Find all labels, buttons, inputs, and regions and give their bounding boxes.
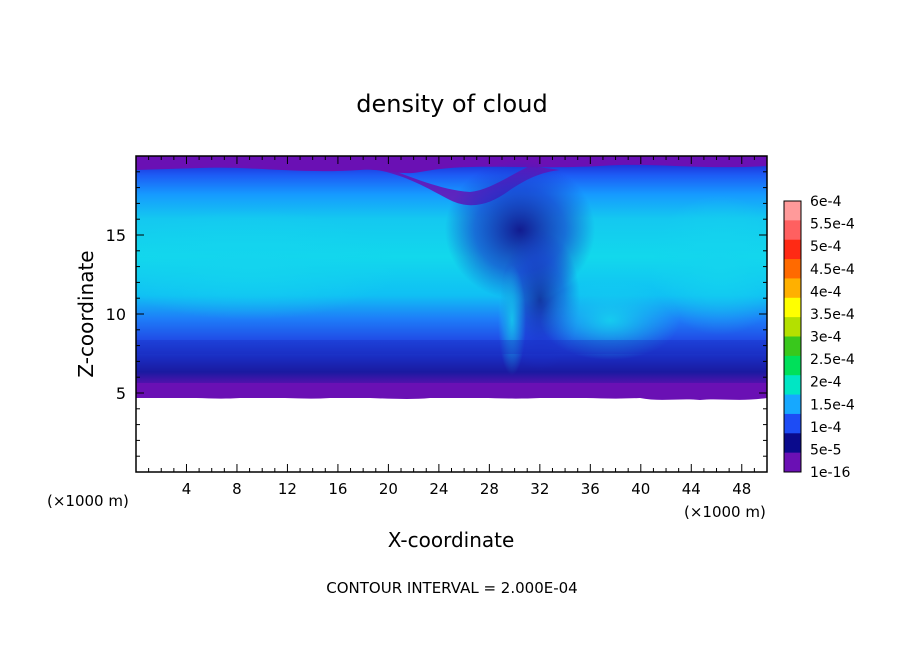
y-tick-label: 5: [116, 384, 126, 403]
colorbar-label: 4e-4: [810, 284, 842, 300]
colorbar-label: 4.5e-4: [810, 262, 855, 278]
x-tick-label: 4: [182, 480, 192, 498]
colorbar-label: 1.5e-4: [810, 397, 855, 413]
x-tick-label: 12: [278, 480, 297, 498]
x-tick-label: 32: [530, 480, 549, 498]
colorbar-swatch: [784, 220, 801, 241]
colorbar-label: 6e-4: [810, 194, 842, 210]
colorbar-swatch: [784, 336, 801, 357]
colorbar-swatch: [784, 317, 801, 337]
z-unit-label: (×1000 m): [47, 492, 129, 510]
chart-title: density of cloud: [356, 90, 547, 118]
right-updraft: [650, 195, 767, 335]
y-axis-label: Z-coordinate: [74, 250, 98, 377]
x-tick-label: 8: [232, 480, 242, 498]
x-tick-label: 40: [631, 480, 650, 498]
colorbar-swatch: [784, 201, 801, 221]
colorbar-swatch: [784, 394, 801, 415]
colorbar-swatch: [784, 413, 801, 434]
colorbar-label: 5e-5: [810, 442, 841, 458]
contour-interval-note: CONTOUR INTERVAL = 2.000E-04: [326, 579, 577, 597]
colorbar-label: 3e-4: [810, 330, 842, 346]
x-tick-label: 36: [581, 480, 600, 498]
x-unit-label: (×1000 m): [684, 503, 766, 521]
colorbar-label: 1e-16: [810, 465, 850, 481]
colorbar-swatch: [784, 375, 801, 396]
colorbar-label: 2e-4: [810, 375, 842, 391]
colorbar-swatch: [784, 297, 801, 318]
colorbar-swatch: [784, 355, 801, 376]
x-tick-label: 44: [682, 480, 701, 498]
colorbar-label: 3.5e-4: [810, 307, 855, 323]
density-field: [136, 156, 767, 472]
colorbar-frame: [783, 200, 802, 473]
y-tick-label: 10: [106, 305, 126, 324]
cloud-top-purple: [136, 156, 767, 174]
colorbar-label: 2.5e-4: [810, 352, 855, 368]
y-tick-label: 15: [106, 226, 126, 245]
x-tick-label: 16: [328, 480, 347, 498]
x-tick-label: 24: [429, 480, 448, 498]
colorbar-swatch: [784, 259, 801, 279]
left-updraft: [136, 210, 400, 320]
colorbar-label: 5.5e-4: [810, 217, 855, 233]
colorbar-swatch: [784, 278, 801, 299]
colorbar-label: 5e-4: [810, 239, 842, 255]
x-tick-label: 20: [379, 480, 398, 498]
colorbar-swatch: [784, 433, 801, 454]
colorbar-swatch: [784, 239, 801, 260]
x-axis-label: X-coordinate: [388, 528, 515, 552]
x-tick-label: 48: [732, 480, 751, 498]
x-tick-label: 28: [480, 480, 499, 498]
colorbar-label: 1e-4: [810, 420, 842, 436]
colorbar-swatch: [784, 452, 801, 473]
